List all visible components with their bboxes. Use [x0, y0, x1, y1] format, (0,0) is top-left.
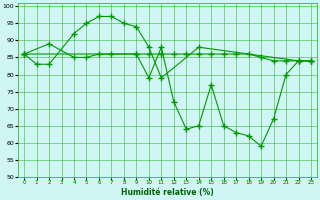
X-axis label: Humidité relative (%): Humidité relative (%): [121, 188, 214, 197]
